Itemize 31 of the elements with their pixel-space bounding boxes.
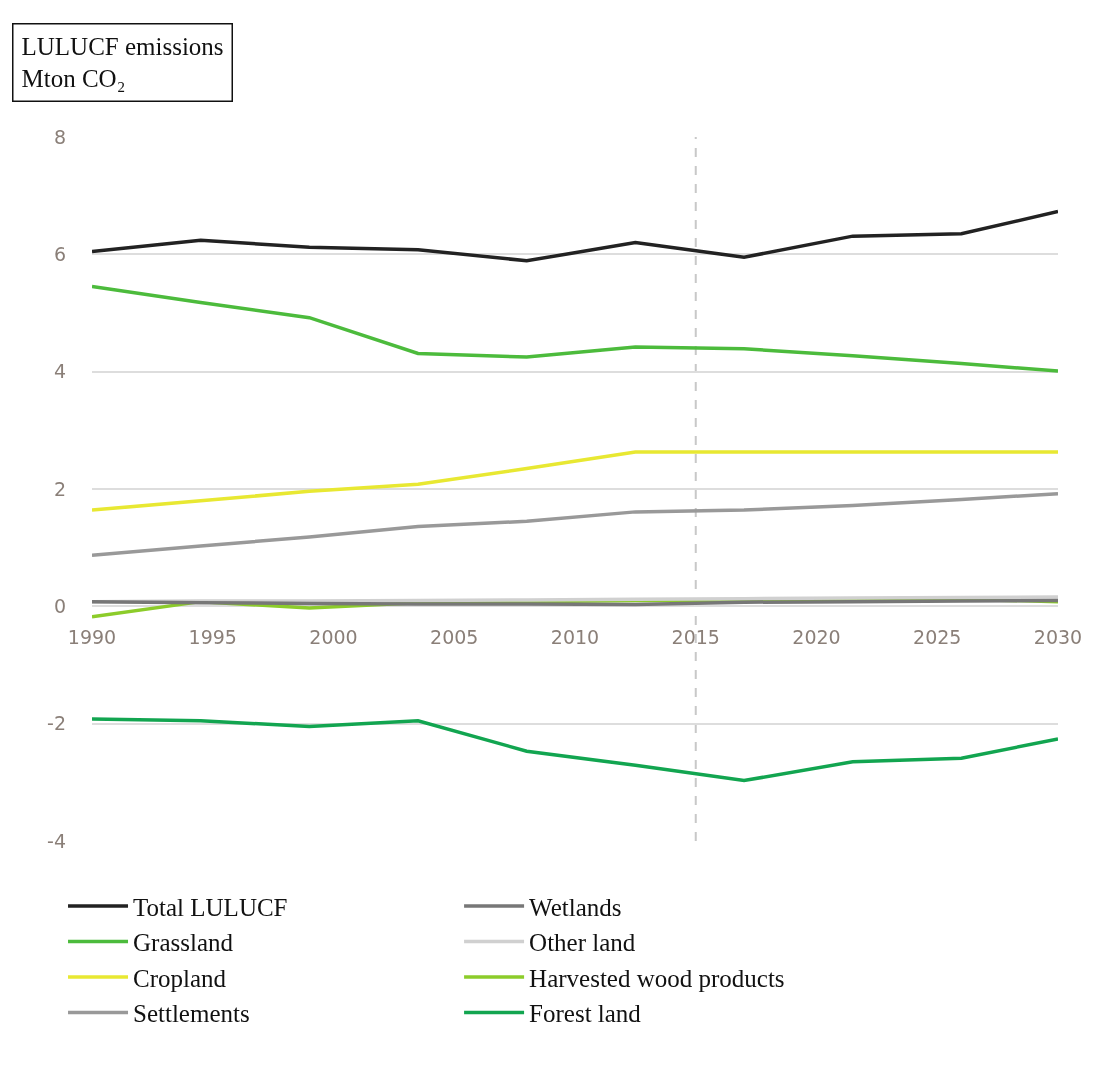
y-tick-label: 4 [53,360,66,383]
legend-label: Wetlands [529,893,622,921]
x-tick-label: 2000 [309,626,358,649]
y-tick-label: 8 [53,125,66,148]
x-tick-label: 2020 [792,626,841,649]
line-series [92,491,1058,558]
legend-label: Settlements [133,1000,250,1028]
x-tick-label: 1995 [188,626,237,649]
line-series [92,717,1058,783]
x-tick-label: 2030 [1033,626,1083,649]
line-series [92,450,1058,512]
x-tick-label: 2015 [671,626,720,649]
x-tick-label: 2010 [550,626,600,649]
x-tick-label: 2005 [430,626,479,649]
y-axis-title: Mton CO₂ [21,65,126,92]
line-series [92,284,1058,373]
legend-label: Grassland [133,929,234,957]
y-tick-label: 2 [53,477,66,500]
chart-title: LULUCF emissions [21,32,224,60]
legend-label: Harvested wood products [529,964,785,992]
y-tick-label: -4 [47,829,66,852]
legend-label: Forest land [529,1000,642,1028]
x-tick-label: 1990 [67,626,117,649]
y-tick-label: -2 [47,712,66,735]
legend-label: Other land [529,929,636,957]
x-tick-label: 2025 [913,626,962,649]
y-tick-label: 0 [53,594,66,617]
line-series [92,209,1058,263]
legend-label: Total LULUCF [133,893,288,921]
legend-label: Cropland [133,964,227,992]
y-tick-label: 6 [53,242,66,265]
